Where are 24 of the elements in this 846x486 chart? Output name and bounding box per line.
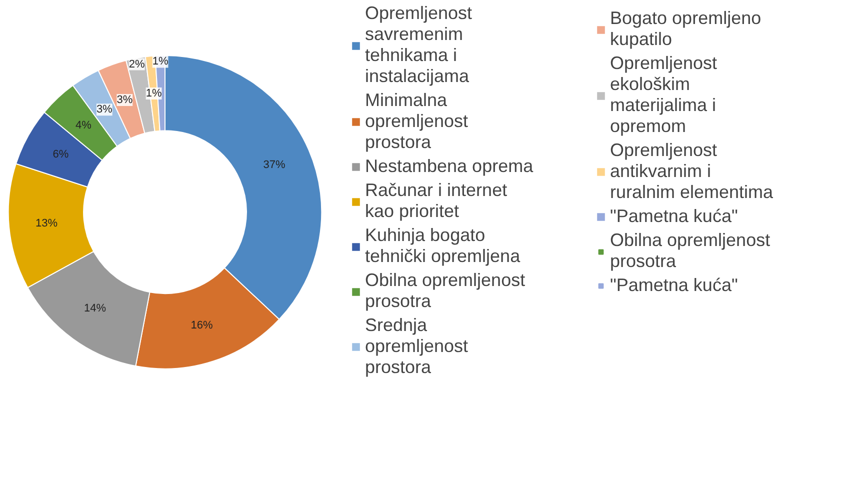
legend-label: Obilna opremljenost prosotra	[610, 230, 772, 272]
data-label: 1%	[152, 56, 168, 68]
legend-label: Kuhinja bogato tehnički opremljena	[365, 225, 522, 267]
data-label: 37%	[263, 158, 286, 171]
legend-label: Srednja opremljenost prostora	[365, 315, 470, 378]
legend-label: Računar i internet kao prioritet	[365, 180, 508, 222]
data-label: 13%	[35, 217, 58, 230]
data-label: 16%	[190, 319, 214, 332]
legend-label: Minimalna opremljenost prostora	[365, 90, 470, 153]
legend-label: Opremljenost ekološkim materijalima i opremom	[610, 53, 718, 137]
legend-label: Opremljenost savremenim tehnikama i instalacijama	[365, 3, 474, 87]
data-label: 6%	[52, 148, 69, 161]
data-label: 14%	[84, 302, 106, 315]
data-label: 1%	[146, 88, 162, 100]
data-label: 4%	[76, 119, 92, 132]
legend-label: Bogato opremljeno kupatilo	[610, 8, 762, 50]
legend-label: Opremljenost antikvarnim i ruralnim elementima	[610, 140, 774, 203]
data-label: 3%	[96, 104, 113, 116]
data-label: 3%	[116, 94, 133, 106]
legend-label: Nestambena oprema	[365, 156, 534, 177]
legend-label: "Pametna kuća"	[610, 275, 739, 296]
data-label: 2%	[128, 58, 145, 70]
legend-label: "Pametna kuća"	[610, 206, 739, 227]
legend-label: Obilna opremljenost prosotra	[365, 270, 526, 312]
